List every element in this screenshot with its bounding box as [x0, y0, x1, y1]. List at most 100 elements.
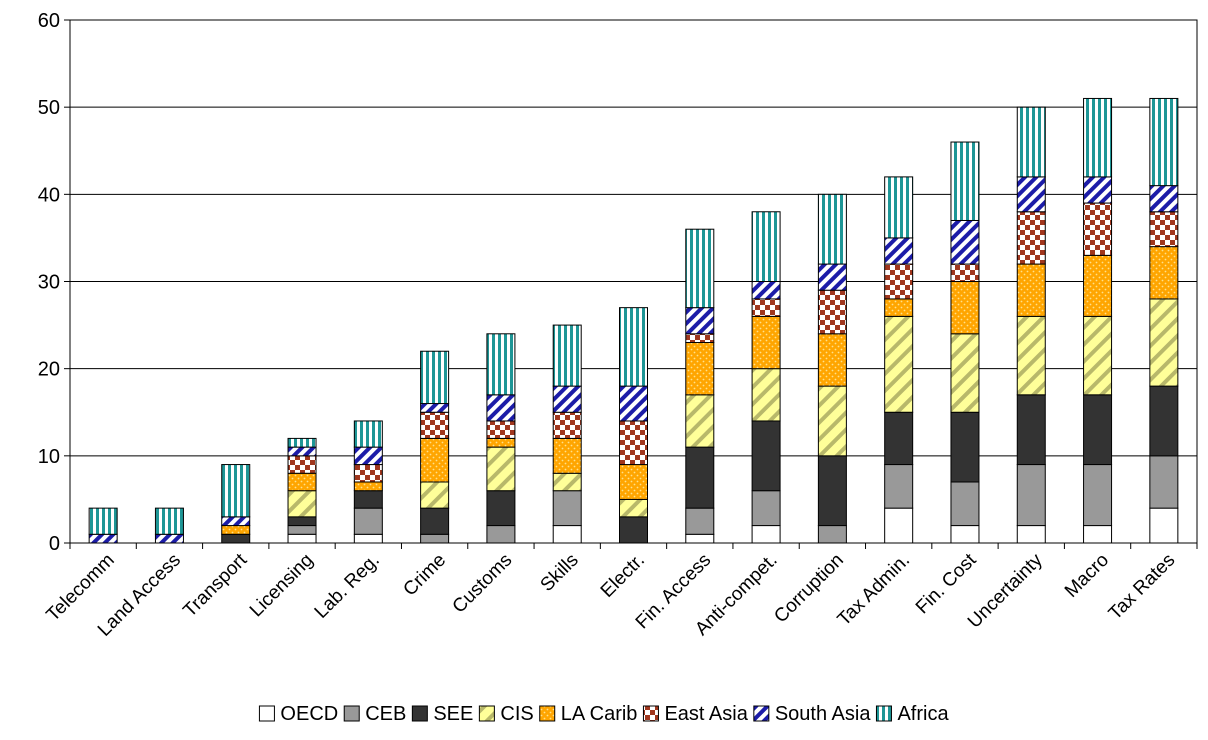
bar-macro-south-asia [1083, 176, 1113, 204]
bar-tax-rates-africa [1149, 97, 1179, 187]
x-tick-label: Tax Rates [1105, 550, 1180, 625]
y-tick-label: 40 [38, 184, 60, 206]
bar-uncertainty-cis [1016, 315, 1046, 396]
x-tick-label: Tax Admin. [834, 550, 915, 631]
bar-stack-lab-reg [353, 420, 383, 544]
bar-lab-reg-see [353, 490, 383, 509]
bar-stack-skills [552, 324, 582, 544]
bar-uncertainty-oecd [1016, 525, 1046, 544]
bar-uncertainty-south-asia [1016, 176, 1046, 213]
legend-item-la-carib: LA Carib [539, 703, 637, 725]
legend-swatch [478, 705, 495, 722]
bar-anti-compet-south-asia [751, 281, 781, 300]
bar-fin-cost-south-asia [950, 219, 980, 265]
legend-label: CIS [500, 703, 533, 725]
bar-crime-south-asia [420, 403, 450, 413]
legend-swatch [411, 705, 428, 722]
bar-stack-anti-compet [751, 211, 781, 544]
bar-corruption-east-asia [817, 289, 847, 335]
bar-crime-cis [420, 481, 450, 509]
bar-stack-macro [1083, 97, 1113, 544]
bar-customs-ceb [486, 525, 516, 544]
bar-skills-oecd [552, 525, 582, 544]
bar-anti-compet-la-carib [751, 315, 781, 370]
bar-tax-admin-south-asia [884, 237, 914, 265]
bar-fin-cost-ceb [950, 481, 980, 527]
bar-corruption-cis [817, 385, 847, 457]
bar-licensing-africa [287, 437, 317, 448]
bar-stack-uncertainty [1016, 106, 1046, 544]
bar-licensing-south-asia [287, 446, 317, 457]
bar-customs-east-asia [486, 420, 516, 439]
bar-skills-ceb [552, 490, 582, 527]
axes [69, 19, 1198, 544]
bar-tax-admin-la-carib [884, 298, 914, 317]
bar-customs-see [486, 490, 516, 527]
bar-tax-rates-la-carib [1149, 246, 1179, 300]
bar-electr-see [619, 516, 648, 544]
bar-macro-la-carib [1083, 254, 1113, 317]
bar-crime-east-asia [420, 411, 450, 439]
bar-stack-transport [221, 464, 251, 544]
bar-macro-africa [1083, 97, 1113, 178]
bar-crime-see [420, 507, 450, 535]
bar-skills-africa [552, 324, 582, 387]
bar-fin-cost-oecd [950, 525, 980, 544]
bar-lab-reg-south-asia [353, 446, 383, 466]
legend-label: Africa [897, 703, 949, 725]
bar-lab-reg-east-asia [353, 464, 383, 483]
x-tick-label: Fin. Cost [912, 549, 981, 618]
bar-macro-ceb [1083, 464, 1113, 527]
bar-macro-cis [1083, 315, 1113, 396]
bar-tax-rates-oecd [1149, 507, 1179, 544]
bar-licensing-ceb [287, 525, 317, 535]
bar-fin-cost-cis [950, 333, 980, 413]
legend-swatch [258, 705, 275, 722]
bar-anti-compet-see [751, 420, 781, 492]
bar-fin-access-see [685, 446, 715, 509]
bar-tax-admin-see [884, 411, 914, 466]
bar-corruption-south-asia [817, 263, 847, 291]
bar-tax-admin-ceb [884, 464, 914, 509]
bar-lab-reg-oecd [353, 533, 383, 544]
bar-stack-fin-access [685, 228, 715, 544]
legend-item-south-asia: South Asia [753, 703, 871, 725]
bar-crime-ceb [420, 533, 450, 544]
bar-uncertainty-ceb [1016, 464, 1046, 527]
plot-area-border [69, 19, 1198, 544]
bar-anti-compet-oecd [751, 525, 781, 544]
x-tick-label: Skills [537, 550, 583, 596]
y-tick-label: 10 [38, 446, 60, 468]
bar-series-layer [88, 97, 1179, 544]
bar-fin-access-oecd [685, 533, 715, 544]
legend-swatch [343, 705, 360, 722]
bar-tax-rates-ceb [1149, 455, 1179, 509]
bar-stack-crime [420, 350, 450, 544]
bar-lab-reg-la-carib [353, 481, 383, 492]
bar-stack-tax-rates [1149, 97, 1179, 544]
bar-tax-admin-cis [884, 315, 914, 413]
bar-stack-licensing [287, 437, 317, 544]
bar-fin-cost-africa [950, 141, 980, 221]
bar-fin-access-east-asia [685, 333, 715, 344]
bar-tax-rates-cis [1149, 298, 1179, 387]
bar-tax-admin-east-asia [884, 263, 914, 300]
legend-item-see: SEE [411, 703, 473, 725]
y-tick-label: 50 [38, 97, 60, 119]
bar-anti-compet-africa [751, 211, 781, 282]
bar-tax-rates-east-asia [1149, 211, 1179, 248]
bar-stack-land-access [154, 507, 184, 544]
bar-skills-south-asia [552, 385, 582, 413]
y-tick-label: 0 [49, 533, 60, 555]
bar-stack-customs [486, 333, 516, 544]
legend-label: SEE [433, 703, 473, 725]
bar-telecomm-africa [88, 507, 118, 535]
x-tick-label: Transport [179, 549, 251, 621]
legend-swatch [875, 705, 892, 722]
legend-label: East Asia [664, 703, 748, 725]
bar-uncertainty-africa [1016, 106, 1046, 178]
bar-stack-fin-cost [950, 141, 980, 544]
x-tick-label: Customs [449, 550, 517, 618]
bar-corruption-ceb [817, 525, 847, 544]
